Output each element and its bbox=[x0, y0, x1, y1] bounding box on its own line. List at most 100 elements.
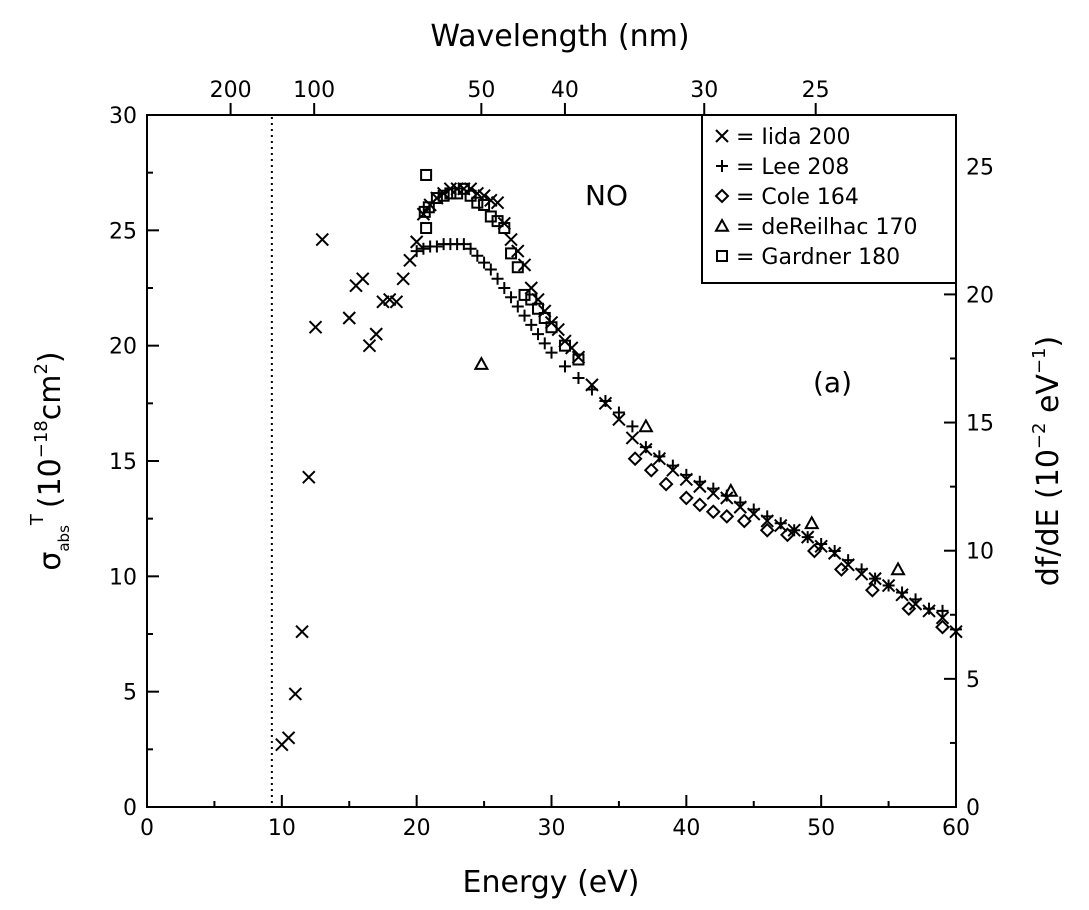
data-point bbox=[780, 527, 795, 543]
data-point bbox=[901, 601, 917, 617]
data-point bbox=[471, 196, 484, 209]
legend-marker bbox=[714, 188, 730, 204]
legend-marker bbox=[715, 129, 729, 143]
data-point bbox=[558, 360, 571, 373]
data-point bbox=[478, 256, 491, 269]
right-units-close: ) bbox=[1031, 336, 1066, 348]
y-tick-label: 5 bbox=[123, 681, 137, 706]
data-point bbox=[518, 309, 531, 322]
data-point bbox=[420, 168, 433, 181]
data-point bbox=[585, 383, 598, 396]
data-point bbox=[842, 554, 855, 567]
data-point bbox=[308, 320, 323, 334]
legend-label: = Cole 164 bbox=[736, 185, 859, 210]
data-point bbox=[444, 187, 457, 200]
y-tick-label: 0 bbox=[123, 796, 137, 821]
data-point bbox=[505, 247, 518, 260]
y-right-tick-label: 5 bbox=[966, 668, 980, 693]
y-tick-label: 25 bbox=[109, 219, 137, 244]
right-units-exponent2: −1 bbox=[1029, 347, 1050, 374]
top-tick-label: 30 bbox=[690, 78, 718, 103]
y-right-tick-label: 20 bbox=[966, 283, 994, 308]
top-tick-label: 200 bbox=[210, 78, 252, 103]
data-point bbox=[761, 510, 774, 523]
legend-marker bbox=[716, 250, 728, 262]
left-units-square: 2 bbox=[31, 363, 52, 374]
data-point bbox=[815, 538, 828, 551]
data-point bbox=[545, 321, 558, 334]
legend-label: = Lee 208 bbox=[736, 155, 849, 180]
data-point bbox=[511, 300, 524, 313]
left-units-close: ) bbox=[33, 351, 68, 363]
left-axis-title: σabs T (10−18cm2) bbox=[27, 351, 73, 570]
legend-marker bbox=[714, 217, 730, 232]
data-point bbox=[734, 496, 747, 509]
data-point bbox=[471, 249, 484, 262]
top-tick-label: 25 bbox=[802, 78, 830, 103]
data-point bbox=[484, 263, 497, 276]
top-axis-title: Wavelength (nm) bbox=[430, 19, 689, 54]
data-point bbox=[638, 418, 654, 433]
data-point bbox=[490, 195, 505, 210]
y-right-tick-label: 25 bbox=[966, 155, 994, 180]
data-point bbox=[747, 503, 760, 516]
data-point bbox=[538, 311, 551, 324]
data-point bbox=[723, 482, 739, 497]
data-point bbox=[882, 579, 895, 592]
y-tick-label: 10 bbox=[109, 565, 137, 590]
data-point bbox=[464, 189, 477, 202]
data-point bbox=[896, 586, 909, 599]
data-point bbox=[491, 272, 504, 285]
data-point bbox=[478, 198, 491, 211]
data-point bbox=[409, 235, 424, 249]
data-point bbox=[491, 215, 504, 228]
data-point bbox=[599, 395, 612, 408]
data-point bbox=[693, 475, 706, 488]
x-axis-title: Energy (eV) bbox=[463, 865, 640, 900]
data-point bbox=[801, 531, 814, 544]
data-point bbox=[707, 482, 720, 495]
data-point bbox=[680, 468, 693, 481]
data-point bbox=[511, 261, 524, 274]
top-tick-label: 50 bbox=[467, 78, 495, 103]
data-point bbox=[362, 338, 377, 353]
data-point bbox=[396, 272, 410, 286]
data-point bbox=[935, 611, 950, 625]
x-tick-label: 10 bbox=[268, 816, 296, 841]
data-point bbox=[498, 282, 511, 294]
data-point bbox=[804, 515, 820, 530]
series-2 bbox=[627, 451, 950, 635]
data-point bbox=[869, 572, 882, 585]
series-3 bbox=[473, 356, 906, 576]
data-point bbox=[410, 245, 423, 258]
data-point bbox=[315, 232, 329, 247]
x-tick-label: 60 bbox=[942, 816, 970, 841]
data-point bbox=[909, 593, 922, 606]
y-right-tick-label: 10 bbox=[966, 540, 994, 565]
left-units-cm: cm bbox=[33, 375, 68, 421]
data-point bbox=[295, 624, 309, 639]
series-1 bbox=[410, 238, 962, 636]
legend-box bbox=[701, 114, 957, 284]
data-point bbox=[524, 281, 538, 295]
data-point bbox=[525, 318, 538, 331]
legend-label: = Iida 200 bbox=[736, 125, 850, 150]
data-point bbox=[612, 406, 625, 419]
sigma-superscript: T bbox=[27, 513, 48, 526]
data-point bbox=[532, 302, 545, 315]
y-tick-label: 20 bbox=[109, 335, 137, 360]
data-point bbox=[666, 459, 679, 472]
data-point bbox=[538, 337, 551, 350]
x-tick-label: 40 bbox=[672, 816, 700, 841]
data-point bbox=[457, 182, 470, 195]
molecule-label: NO bbox=[585, 179, 628, 212]
x-tick-label: 50 bbox=[807, 816, 835, 841]
data-point bbox=[525, 293, 538, 306]
data-point bbox=[457, 238, 470, 251]
data-point bbox=[464, 242, 477, 255]
data-point bbox=[342, 311, 356, 325]
data-point bbox=[855, 563, 868, 576]
svg-text:df/dE (10−2 eV−1): df/dE (10−2 eV−1) bbox=[1029, 336, 1066, 586]
data-points bbox=[275, 168, 963, 752]
data-point bbox=[545, 346, 558, 359]
